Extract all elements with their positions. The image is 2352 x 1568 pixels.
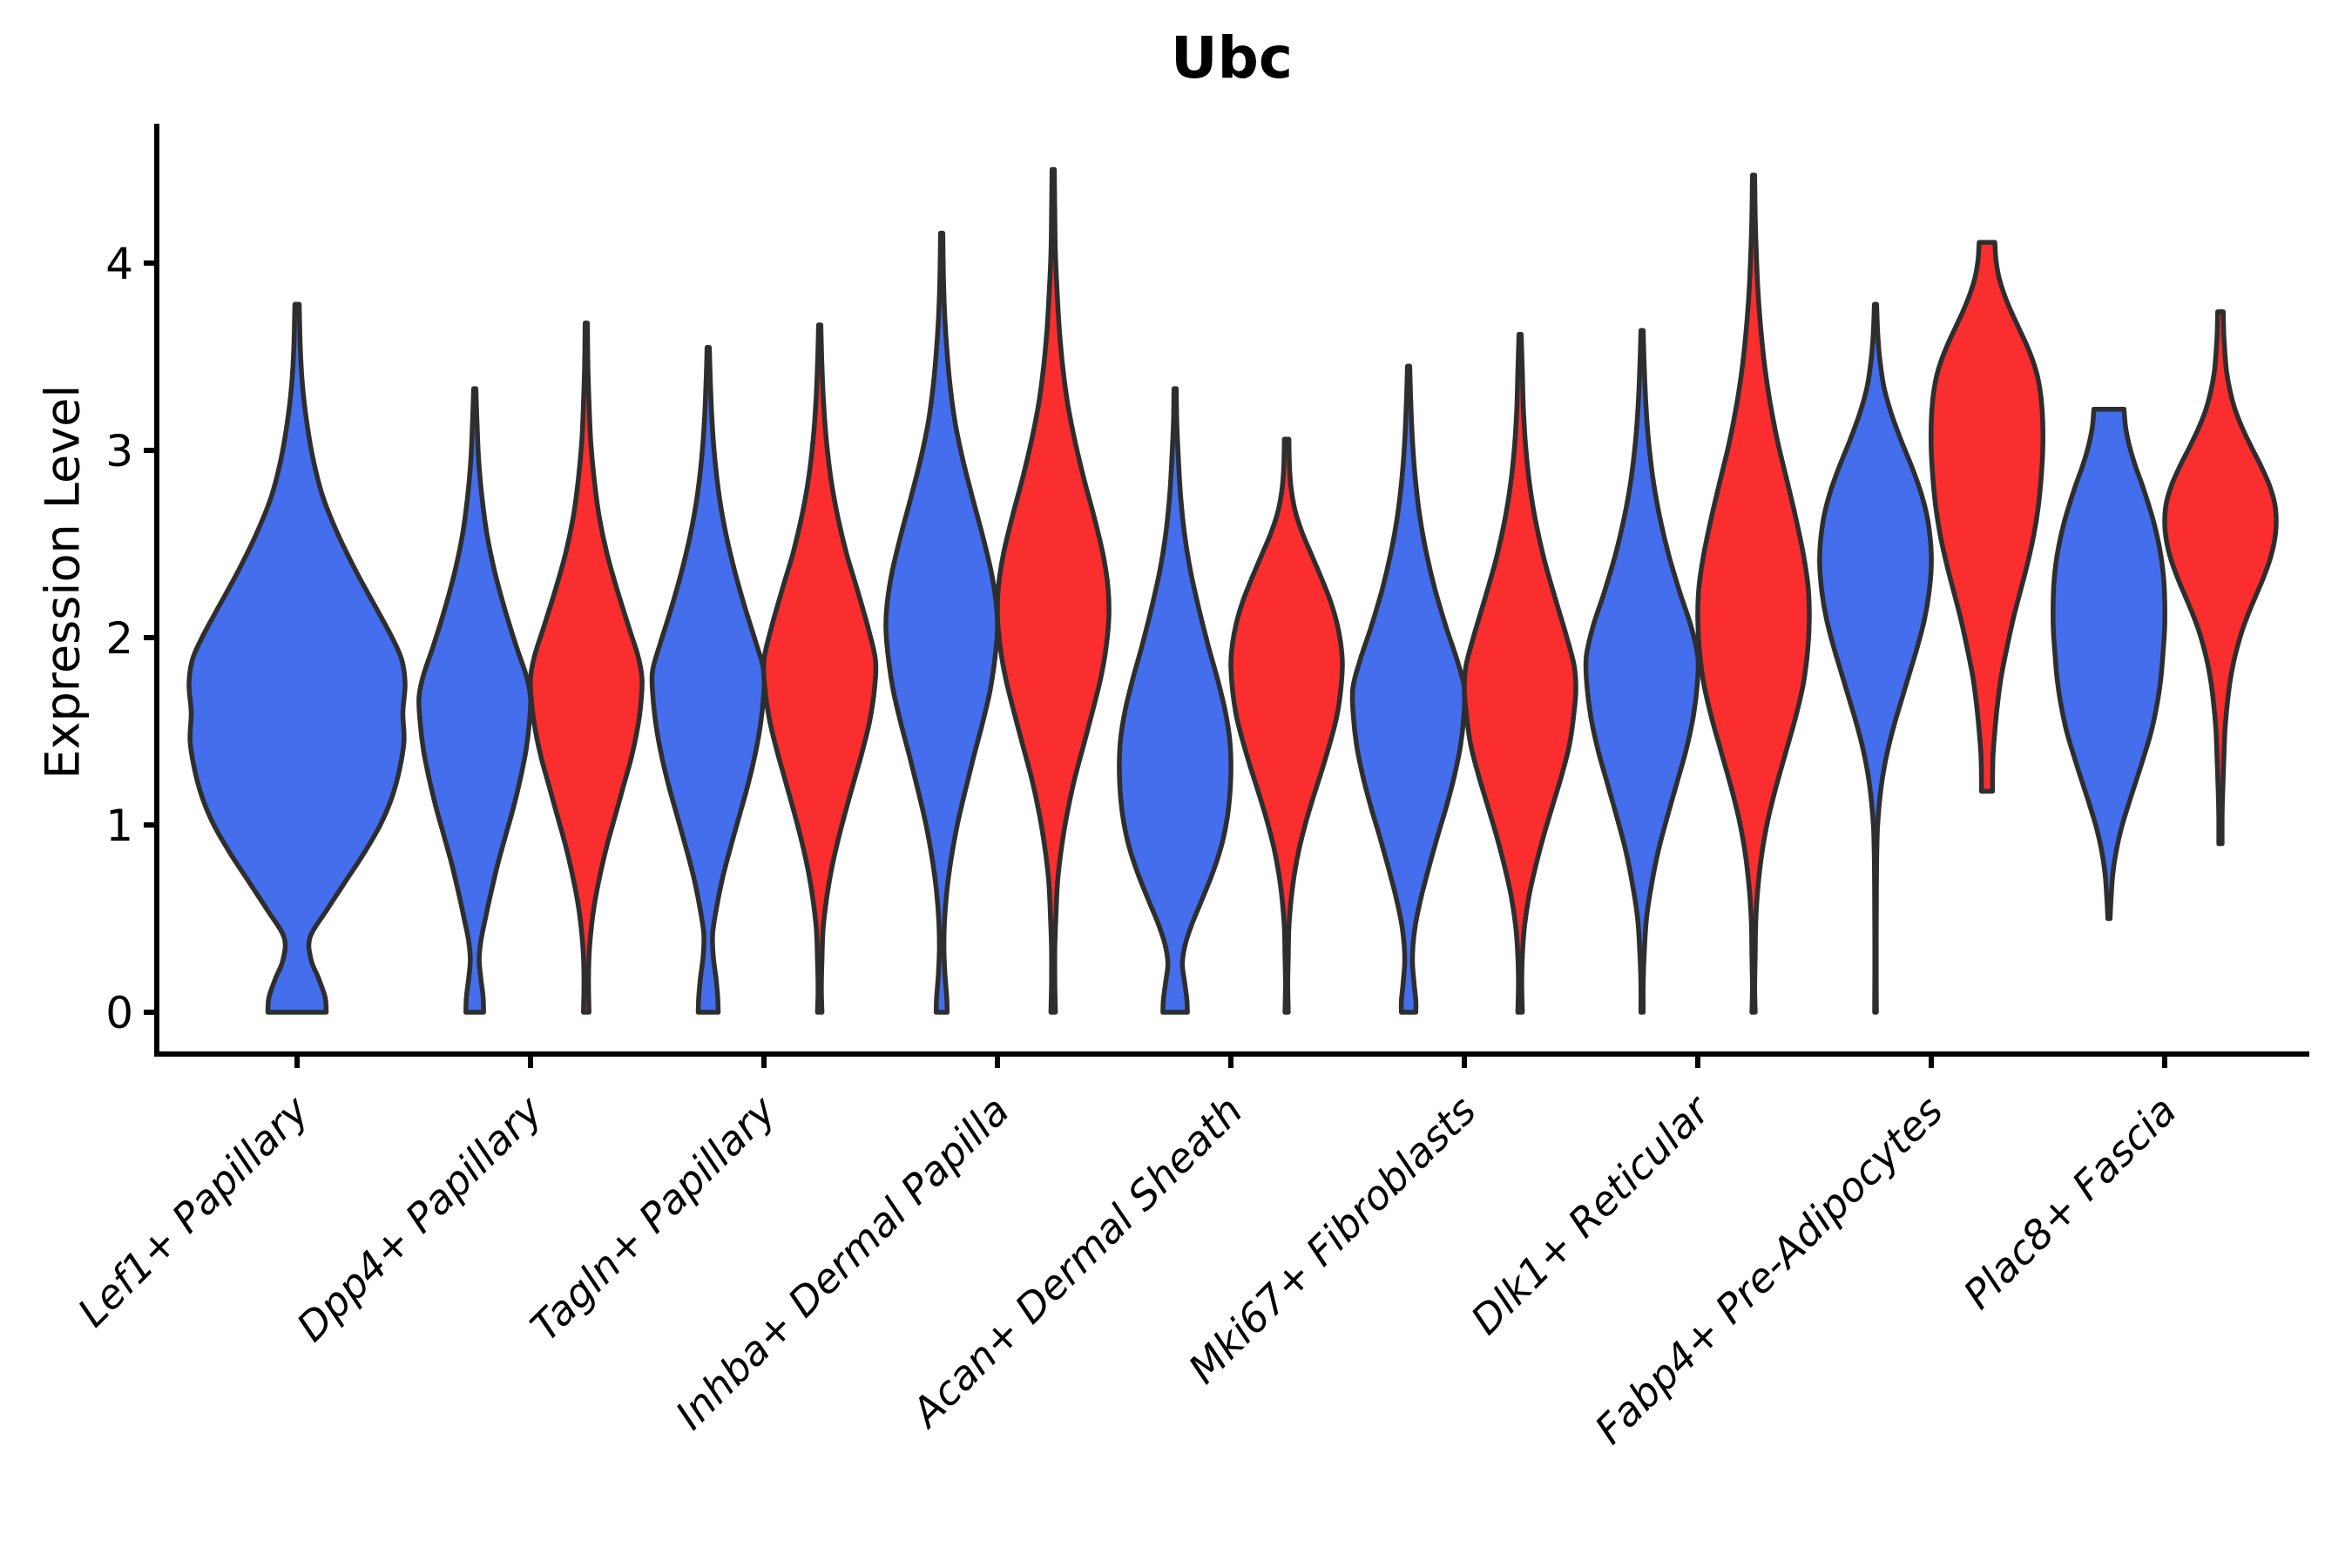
x-tick-label: Dpp4+ Papillary — [287, 1086, 551, 1350]
y-tick-label: 4 — [105, 239, 133, 289]
violin-5-red — [1462, 331, 1578, 1015]
violin-3-blue — [883, 230, 1000, 1015]
violin-4-red — [1228, 436, 1345, 1015]
violin-6-blue — [1583, 328, 1701, 1015]
violin-5-blue — [1349, 363, 1468, 1015]
x-tick-label: Dlk1+ Reticular — [1462, 1085, 1720, 1343]
violin-1-blue — [416, 386, 533, 1015]
violin-8-blue — [2051, 406, 2167, 922]
y-tick-label: 3 — [105, 426, 133, 476]
violin-8-red — [2162, 309, 2279, 847]
x-tick-label: Lef1+ Papillary — [69, 1086, 318, 1335]
violin-6-red — [1695, 172, 1812, 1015]
violin-7-red — [1929, 240, 2045, 794]
violin-3-red — [995, 166, 1112, 1015]
y-tick-label: 1 — [105, 801, 133, 851]
violin-7-blue — [1817, 301, 1934, 1015]
violin-0-blue — [186, 301, 408, 1015]
x-tick-label: Tagln+ Papillary — [521, 1086, 785, 1350]
chart-title: Ubc — [1171, 24, 1293, 91]
violin-1-red — [528, 321, 645, 1015]
violin-2-red — [760, 322, 879, 1015]
x-tick-label: Plac8+ Fascia — [1954, 1087, 2185, 1318]
violin-4-blue — [1117, 386, 1233, 1015]
y-tick-label: 0 — [105, 988, 133, 1038]
y-tick-label: 2 — [105, 613, 133, 664]
violin-2-blue — [649, 345, 767, 1015]
